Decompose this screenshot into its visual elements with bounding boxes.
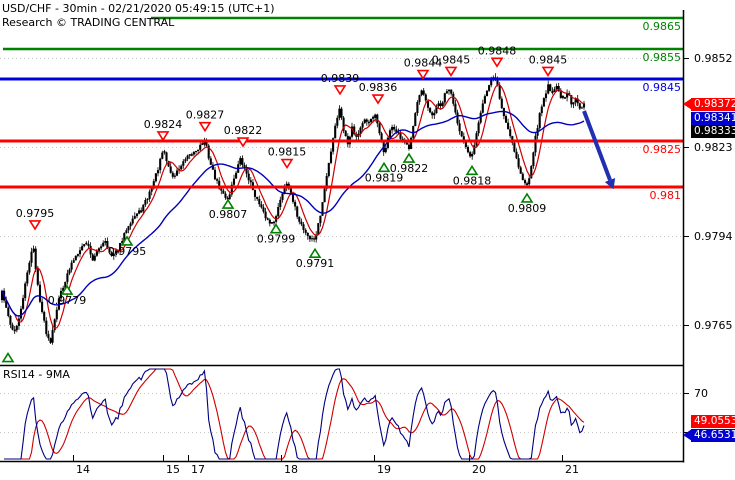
pivot-label: 0.9845 <box>432 53 471 66</box>
pivot-label: 0.9819 <box>365 171 404 184</box>
pivot-high-marker-icon <box>236 137 250 148</box>
date-tick-label: 20 <box>472 463 486 476</box>
pivot-label: 0.9822 <box>224 124 263 137</box>
date-tick-label: 14 <box>76 463 90 476</box>
pivot-high-marker-icon <box>371 94 385 105</box>
pivot-low-marker-icon <box>402 152 416 163</box>
pivot-label: 0.9818 <box>453 174 492 187</box>
pivot-label: 0.9848 <box>478 44 517 57</box>
price-axis-tick-label: 0.9823 <box>694 140 733 154</box>
level-label-support: 0.9825 <box>642 143 682 156</box>
forecast-arrowhead-icon <box>604 178 616 190</box>
pivot-high-marker-icon <box>444 66 458 77</box>
pivot-low-marker-icon <box>269 223 283 234</box>
pivot-low-marker-icon <box>1 352 15 363</box>
level-label-support: 0.981 <box>649 189 682 202</box>
pivot-low-marker-icon <box>308 247 322 259</box>
pivot-label: 0.9844 <box>404 57 443 70</box>
rsi-ma-line <box>4 368 585 460</box>
pivot-label: 0.9845 <box>529 53 568 66</box>
rsi-line <box>4 368 585 460</box>
ma-slow-line <box>1 110 585 317</box>
rsi-value-tag: 46.6531 <box>691 429 735 442</box>
chart-title: USD/CHF - 30min - 02/21/2020 05:49:15 (U… <box>2 2 275 15</box>
price-axis-tick-label: 0.9765 <box>694 318 733 332</box>
pivot-label: 0.9795 <box>16 207 55 220</box>
rsi-axis-tick-label: 70 <box>694 386 708 400</box>
pivot-high-marker-icon <box>280 158 294 170</box>
pivot-high-marker-icon <box>416 69 430 81</box>
pivot-low-marker-icon <box>120 235 134 246</box>
pivot-label: 0.9839 <box>321 72 360 85</box>
pivot-high-marker-icon <box>541 66 555 77</box>
ma-price-tag: 0.983415 <box>691 112 735 125</box>
level-label-resistance: 0.9865 <box>642 20 682 33</box>
pivot-label: 0.9827 <box>186 109 225 122</box>
rsi-ma-tag: 49.0553 <box>691 415 735 428</box>
pivot-low-marker-icon <box>465 164 479 176</box>
close-price-tag: 0.98333 <box>691 125 735 138</box>
rsi-pane-label: RSI14 - 9MA <box>3 368 70 381</box>
pivot-label: 0.9824 <box>144 118 183 131</box>
pivot-low-marker-icon <box>221 198 235 209</box>
pivot-label: 0.9836 <box>359 81 398 94</box>
rsi-tag-arrow-icon <box>683 429 692 441</box>
candlesticks <box>1 73 585 345</box>
pivot-low-marker-icon <box>60 284 74 295</box>
date-tick-label: 19 <box>377 463 391 476</box>
pivot-low-marker-icon <box>377 161 391 173</box>
date-tick-label: 18 <box>284 463 298 476</box>
level-label-pivot: 0.9845 <box>642 81 682 94</box>
pivot-label: 0.9809 <box>508 202 547 215</box>
pivot-label: 0.9799 <box>257 233 296 246</box>
date-tick-label: 21 <box>565 463 579 476</box>
pivot-high-marker-icon <box>490 57 504 68</box>
pivot-label: 0.9815 <box>268 146 307 159</box>
ma-fast-line <box>1 83 585 329</box>
pivot-label: 0.9795 <box>108 245 147 258</box>
pivot-label: 0.9822 <box>390 162 429 175</box>
pivot-low-marker-icon <box>520 192 534 203</box>
pivot-high-marker-icon <box>28 220 42 231</box>
pivot-high-marker-icon <box>156 131 170 142</box>
pivot-label: 0.9779 <box>48 294 87 307</box>
last-price-tag-arrow-icon <box>683 98 692 110</box>
pivot-label: 0.9807 <box>209 208 248 221</box>
pivot-label: 0.9791 <box>296 257 335 270</box>
research-credit: Research © TRADING CENTRAL <box>2 16 175 29</box>
price-axis-tick-label: 0.9794 <box>694 229 733 243</box>
pivot-high-marker-icon <box>333 85 347 96</box>
price-axis-tick-label: 0.9852 <box>694 51 733 65</box>
date-tick-label: 15 <box>166 463 180 476</box>
date-tick-label: 17 <box>191 463 205 476</box>
pivot-high-marker-icon <box>198 121 212 133</box>
forecast-arrow <box>582 110 612 181</box>
level-label-resistance: 0.9855 <box>642 51 682 64</box>
last-price-tag: 0.98372 <box>691 98 735 111</box>
